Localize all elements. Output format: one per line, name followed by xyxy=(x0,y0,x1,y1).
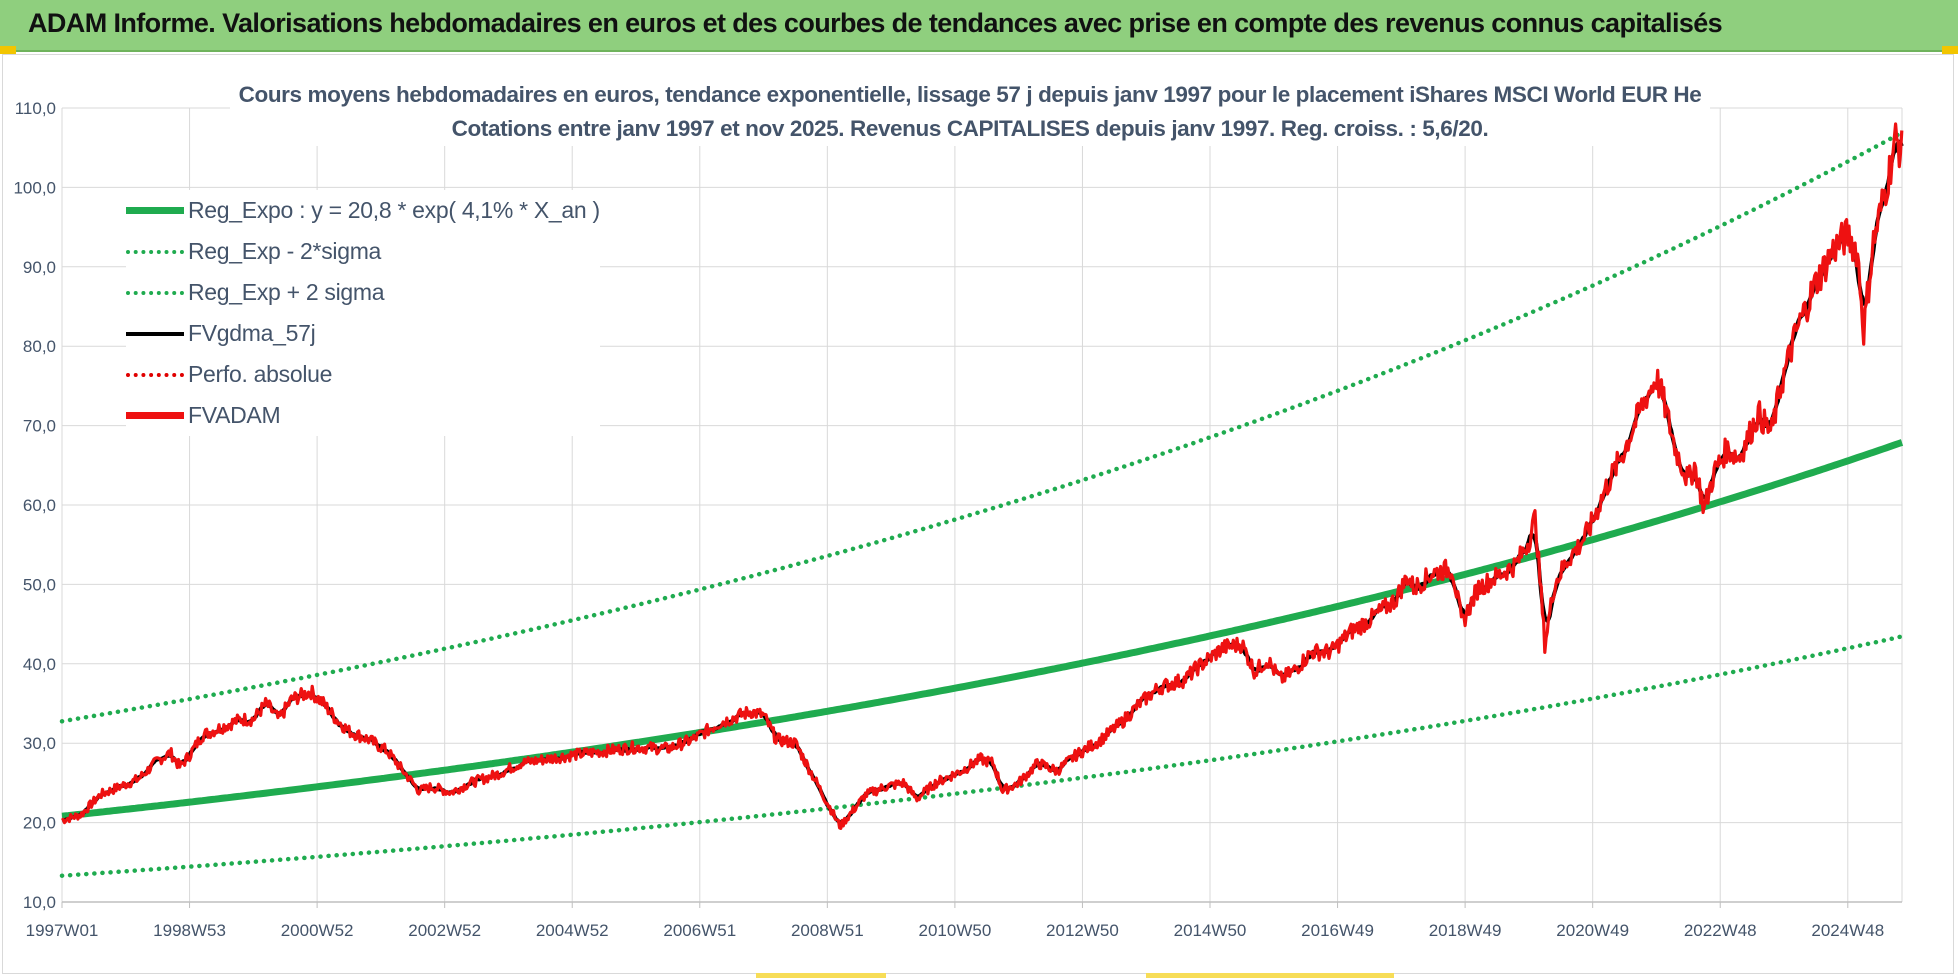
x-tick-label: 2006W51 xyxy=(663,921,736,940)
y-tick-label: 20,0 xyxy=(23,814,56,833)
legend-swatch xyxy=(126,249,184,254)
x-tick-label: 2016W49 xyxy=(1301,921,1374,940)
legend-label: Perfo. absolue xyxy=(188,361,333,387)
chart-title-line1: Cours moyens hebdomadaires en euros, ten… xyxy=(238,82,1702,107)
x-tick-label: 2018W49 xyxy=(1429,921,1502,940)
legend-swatch xyxy=(126,290,184,295)
corner-accent-left xyxy=(0,46,16,54)
x-tick-label: 2002W52 xyxy=(408,921,481,940)
x-tick-label: 2004W52 xyxy=(536,921,609,940)
x-tick-label: 1998W53 xyxy=(153,921,226,940)
lower-band-line xyxy=(59,634,1905,878)
legend-item: Reg_Exp - 2*sigma xyxy=(126,231,600,272)
y-tick-label: 60,0 xyxy=(23,496,56,515)
legend-swatch xyxy=(126,331,184,336)
legend-swatch xyxy=(126,412,184,419)
x-tick-label: 2000W52 xyxy=(281,921,354,940)
banner-title: ADAM Informe. Valorisations hebdomadaire… xyxy=(28,8,1723,38)
y-tick-label: 110,0 xyxy=(15,99,56,118)
legend-swatch xyxy=(126,372,184,377)
legend-label: Reg_Expo : y = 20,8 * exp( 4,1% * X_an ) xyxy=(188,197,600,223)
y-tick-label: 40,0 xyxy=(23,655,56,674)
legend-label: FVgdma_57j xyxy=(188,320,316,346)
fvadam-line xyxy=(61,122,1904,831)
x-tick-label: 2014W50 xyxy=(1174,921,1247,940)
legend-item: FVADAM xyxy=(126,395,600,436)
chart-frame xyxy=(2,54,1954,974)
legend-label: FVADAM xyxy=(188,402,281,428)
chart-legend: Reg_Expo : y = 20,8 * exp( 4,1% * X_an )… xyxy=(126,190,600,436)
x-tick-label: 2020W49 xyxy=(1556,921,1629,940)
y-tick-label: 90,0 xyxy=(23,258,56,277)
chart-subtitle: Cotations entre janv 1997 et nov 2025. R… xyxy=(451,116,1489,141)
legend-label: Reg_Exp - 2*sigma xyxy=(188,238,382,264)
legend-item: Reg_Expo : y = 20,8 * exp( 4,1% * X_an ) xyxy=(126,190,600,231)
legend-label: Reg_Exp + 2 sigma xyxy=(188,279,385,305)
y-tick-label: 10,0 xyxy=(23,893,56,912)
bottom-accent-1 xyxy=(756,973,886,978)
x-tick-label: 2022W48 xyxy=(1684,921,1757,940)
x-tick-label: 2010W50 xyxy=(919,921,992,940)
corner-accent-right xyxy=(1942,46,1958,54)
bottom-accent-2 xyxy=(1146,973,1394,978)
x-tick-label: 2024W48 xyxy=(1811,921,1884,940)
y-tick-label: 80,0 xyxy=(23,337,56,356)
y-tick-label: 100,0 xyxy=(13,178,56,197)
legend-item: Reg_Exp + 2 sigma xyxy=(126,272,600,313)
x-tick-label: 2008W51 xyxy=(791,921,864,940)
legend-item: Perfo. absolue xyxy=(126,354,600,395)
x-tick-label: 1997W01 xyxy=(26,921,99,940)
y-tick-label: 30,0 xyxy=(23,734,56,753)
regression-line xyxy=(61,439,1904,820)
chart-title: Cours moyens hebdomadaires en euros, ten… xyxy=(230,78,1710,146)
legend-item: FVgdma_57j xyxy=(126,313,600,354)
legend-swatch xyxy=(126,207,184,214)
y-tick-label: 70,0 xyxy=(23,417,56,436)
x-tick-label: 2012W50 xyxy=(1046,921,1119,940)
banner: ADAM Informe. Valorisations hebdomadaire… xyxy=(0,0,1958,52)
y-tick-label: 50,0 xyxy=(23,575,56,594)
